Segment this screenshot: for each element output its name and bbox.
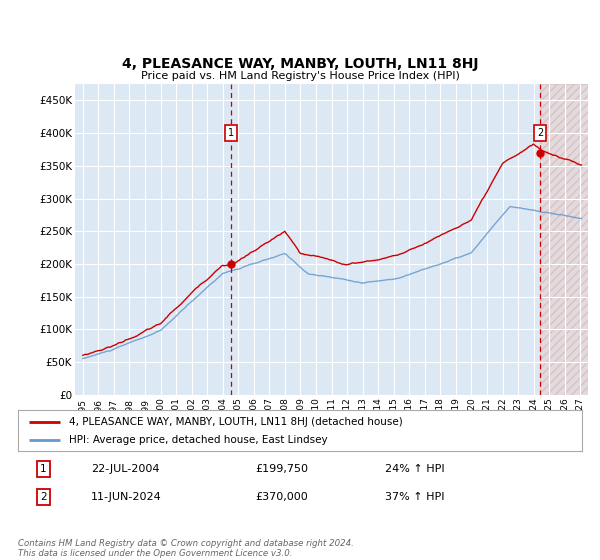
- Text: 2: 2: [538, 128, 544, 138]
- Text: Contains HM Land Registry data © Crown copyright and database right 2024.
This d: Contains HM Land Registry data © Crown c…: [18, 539, 354, 558]
- Text: Price paid vs. HM Land Registry's House Price Index (HPI): Price paid vs. HM Land Registry's House …: [140, 71, 460, 81]
- Text: 37% ↑ HPI: 37% ↑ HPI: [385, 492, 444, 502]
- Text: 4, PLEASANCE WAY, MANBY, LOUTH, LN11 8HJ (detached house): 4, PLEASANCE WAY, MANBY, LOUTH, LN11 8HJ…: [69, 417, 403, 427]
- Text: 4, PLEASANCE WAY, MANBY, LOUTH, LN11 8HJ: 4, PLEASANCE WAY, MANBY, LOUTH, LN11 8HJ: [122, 57, 478, 71]
- Text: 22-JUL-2004: 22-JUL-2004: [91, 464, 160, 474]
- Text: £370,000: £370,000: [255, 492, 308, 502]
- Text: 11-JUN-2024: 11-JUN-2024: [91, 492, 162, 502]
- Text: 1: 1: [40, 464, 47, 474]
- Text: 24% ↑ HPI: 24% ↑ HPI: [385, 464, 444, 474]
- Text: HPI: Average price, detached house, East Lindsey: HPI: Average price, detached house, East…: [69, 435, 328, 445]
- Bar: [541, 84, 588, 395]
- Text: 2: 2: [40, 492, 47, 502]
- Text: 1: 1: [228, 128, 234, 138]
- Text: £199,750: £199,750: [255, 464, 308, 474]
- Bar: [541, 84, 588, 395]
